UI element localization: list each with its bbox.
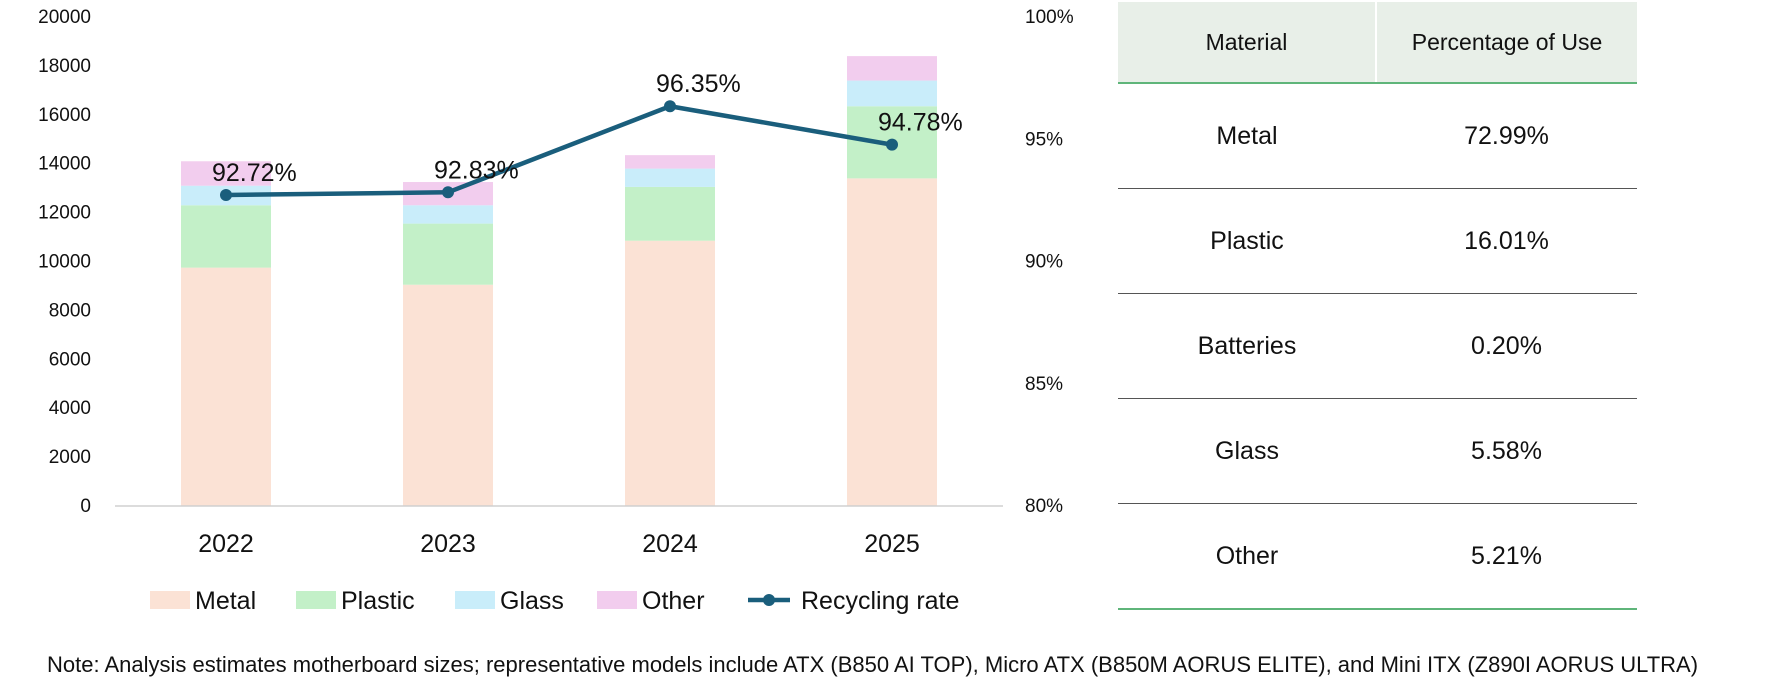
x-tick-label: 2025 <box>864 530 920 558</box>
bar-plastic-2023 <box>403 223 493 285</box>
y-tick-label: 18000 <box>38 56 91 77</box>
legend-label-other: Other <box>642 587 705 615</box>
bar-glass-2024 <box>625 168 715 187</box>
x-tick-label: 2022 <box>198 530 254 558</box>
bar-plastic-2024 <box>625 186 715 241</box>
y-tick-label: 12000 <box>38 203 91 224</box>
bar-glass-2025 <box>847 80 937 107</box>
bar-other-2022 <box>181 161 271 186</box>
y2-tick-label: 80% <box>1025 496 1063 517</box>
table-cell-percentage: 16.01% <box>1376 188 1637 294</box>
table-header-row: Material Percentage of Use <box>1118 2 1637 84</box>
table-header-material: Material <box>1118 2 1377 84</box>
y-tick-label: 8000 <box>49 300 91 321</box>
recycling-rate-point-2022 <box>220 188 232 201</box>
legend-swatch-recycling-rate-marker <box>763 594 775 606</box>
bar-metal-2023 <box>403 284 493 506</box>
y2-tick-label: 100% <box>1025 7 1074 28</box>
table-cell-material: Other <box>1118 503 1376 610</box>
table-cell-percentage: 72.99% <box>1376 83 1637 189</box>
table-cell-material: Metal <box>1118 83 1376 189</box>
bar-metal-2025 <box>847 178 937 506</box>
bar-metal-2024 <box>625 240 715 506</box>
material-table: Material Percentage of Use Metal 72.99% … <box>1118 2 1637 610</box>
legend-label-glass: Glass <box>500 587 564 615</box>
table-row: Plastic 16.01% <box>1118 188 1637 294</box>
y-tick-label: 4000 <box>49 398 91 419</box>
table-cell-material: Batteries <box>1118 293 1376 399</box>
recycling-chart: 0 2000 4000 6000 8000 10000 12000 14000 16000 180… <box>38 7 1074 615</box>
recycling-rate-point-2023 <box>442 186 454 199</box>
table-row: Batteries 0.20% <box>1118 293 1637 399</box>
recycling-rate-line <box>225 103 893 198</box>
x-tick-label: 2024 <box>642 530 698 558</box>
bar-other-2024 <box>625 155 715 169</box>
bar-plastic-2022 <box>181 205 271 268</box>
y-tick-label: 2000 <box>49 447 91 468</box>
y2-tick-label: 95% <box>1025 129 1063 150</box>
legend-swatch-plastic <box>296 591 336 609</box>
recycling-rate-label: 94.78% <box>878 109 963 137</box>
bar-other-2025 <box>847 56 937 81</box>
y-tick-label: 16000 <box>38 105 91 126</box>
legend-label-metal: Metal <box>195 587 256 615</box>
recycling-rate-point-2025 <box>886 138 898 151</box>
table-header-percentage: Percentage of Use <box>1376 2 1637 84</box>
table-row: Other 5.21% <box>1118 503 1637 610</box>
recycling-rate-label: 96.35% <box>656 70 741 98</box>
y2-tick-label: 90% <box>1025 252 1063 273</box>
table-cell-material: Glass <box>1118 398 1376 504</box>
table-cell-material: Plastic <box>1118 188 1376 294</box>
y-tick-label: 20000 <box>38 7 91 28</box>
legend-label-recycling-rate: Recycling rate <box>801 587 959 615</box>
bar-glass-2023 <box>403 205 493 224</box>
legend-swatch-other <box>597 591 637 609</box>
table-row: Metal 72.99% <box>1118 83 1637 189</box>
table-cell-percentage: 5.21% <box>1376 503 1637 610</box>
recycling-rate-label: 92.72% <box>212 159 297 187</box>
y2-tick-label: 85% <box>1025 374 1063 395</box>
bar-metal-2022 <box>181 267 271 506</box>
table-row: Glass 5.58% <box>1118 398 1637 504</box>
y-tick-label: 10000 <box>38 252 91 273</box>
recycling-rate-label: 92.83% <box>434 156 519 184</box>
footnote: Note: Analysis estimates motherboard siz… <box>47 652 1699 677</box>
table-cell-percentage: 0.20% <box>1376 293 1637 399</box>
y-tick-label: 6000 <box>49 349 91 370</box>
legend-swatch-metal <box>150 591 190 609</box>
recycling-rate-point-2024 <box>664 100 676 113</box>
x-tick-label: 2023 <box>420 530 476 558</box>
y-tick-label: 14000 <box>38 154 91 175</box>
legend-label-plastic: Plastic <box>341 587 415 615</box>
table-cell-percentage: 5.58% <box>1376 398 1637 504</box>
y-tick-label: 0 <box>80 496 91 517</box>
legend-swatch-glass <box>455 591 495 609</box>
